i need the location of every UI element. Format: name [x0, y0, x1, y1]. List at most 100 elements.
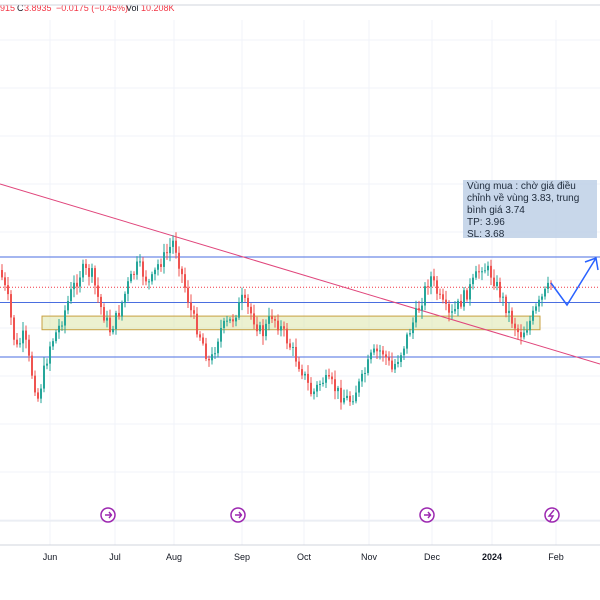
- candle: [409, 328, 411, 337]
- candle-body: [22, 330, 24, 344]
- candle-body: [181, 268, 183, 275]
- candle: [346, 389, 348, 401]
- candle-body: [379, 350, 381, 352]
- trendline[interactable]: [0, 183, 600, 365]
- candle: [163, 243, 165, 274]
- candle-body: [337, 387, 339, 392]
- note-line: SL: 3.68: [467, 229, 505, 238]
- candle-body: [214, 353, 216, 355]
- candle: [190, 294, 192, 318]
- x-tick-label: 2024: [481, 552, 503, 562]
- candle-body: [541, 296, 543, 300]
- candle: [385, 350, 387, 365]
- close-label: C: [17, 3, 24, 13]
- candle: [61, 321, 63, 331]
- dividend-event-icon[interactable]: [544, 507, 560, 523]
- candle: [454, 301, 456, 315]
- candle-body: [511, 310, 513, 324]
- candle-body: [292, 346, 294, 348]
- time-axis[interactable]: Jun Jul Aug Sep Oct Nov Dec 2024 Feb: [0, 548, 600, 570]
- candle: [262, 319, 264, 345]
- projection-path[interactable]: [550, 256, 599, 307]
- candle: [10, 290, 12, 325]
- candle: [523, 326, 525, 340]
- candle-body: [364, 372, 366, 374]
- candle: [457, 298, 459, 317]
- candle-body: [481, 271, 483, 273]
- candle: [169, 238, 171, 262]
- candle: [139, 254, 141, 267]
- candle-body: [226, 320, 228, 322]
- candle-body: [502, 296, 504, 298]
- candle-body: [163, 252, 165, 267]
- candle-body: [151, 274, 153, 282]
- candle: [445, 290, 447, 311]
- candle-body: [106, 317, 108, 321]
- candle: [40, 384, 42, 404]
- candle: [490, 259, 492, 286]
- candle-body: [217, 341, 219, 354]
- candle: [352, 395, 354, 405]
- candle-body: [49, 346, 51, 364]
- candle: [229, 317, 231, 324]
- candle-body: [490, 265, 492, 278]
- volume-label: Vol: [126, 3, 139, 13]
- candle: [331, 372, 333, 385]
- candle: [481, 267, 483, 281]
- candle: [325, 369, 327, 388]
- candle: [94, 265, 96, 295]
- candle-body: [430, 276, 432, 287]
- arrow-event-icon[interactable]: [230, 507, 246, 523]
- candle-body: [166, 252, 168, 254]
- candle-body: [133, 273, 135, 275]
- candle-body: [115, 312, 117, 330]
- candle: [322, 377, 324, 387]
- candle-body: [538, 299, 540, 307]
- trade-note[interactable]: Vùng mua : chờ giá điều chỉnh về vùng 3.…: [463, 180, 597, 238]
- candle-body: [94, 268, 96, 286]
- x-tick-label: Oct: [296, 552, 312, 562]
- candle-body: [97, 285, 99, 297]
- candle: [364, 367, 366, 383]
- candle-body: [43, 365, 45, 389]
- candle-body: [271, 316, 273, 320]
- x-tick-label: Aug: [165, 552, 183, 562]
- candle-body: [433, 276, 435, 281]
- x-tick-label: Jun: [42, 552, 58, 562]
- arrow-event-icon[interactable]: [419, 507, 435, 523]
- candle: [448, 300, 450, 322]
- candle: [544, 286, 546, 300]
- candle: [256, 316, 258, 337]
- level-lines[interactable]: [0, 256, 600, 358]
- candle: [178, 246, 180, 277]
- candle-body: [406, 334, 408, 349]
- candle: [472, 273, 474, 290]
- candle-body: [118, 312, 120, 317]
- arrow-event-icon[interactable]: [100, 507, 116, 523]
- candle: [376, 344, 378, 359]
- volume-value: 10.208K: [141, 3, 175, 13]
- candle-body: [130, 273, 132, 282]
- candle-body: [289, 343, 291, 348]
- candle-body: [376, 348, 378, 352]
- candle: [133, 271, 135, 280]
- candle: [289, 338, 291, 351]
- candle-body: [91, 268, 93, 277]
- candle: [106, 310, 108, 328]
- candle-body: [103, 307, 105, 321]
- candle-body: [127, 281, 129, 294]
- event-markers[interactable]: [100, 507, 560, 523]
- price-chart[interactable]: [0, 0, 600, 548]
- candle-body: [496, 281, 498, 287]
- candle-body: [169, 246, 171, 254]
- candle-body: [397, 361, 399, 364]
- candle: [13, 314, 15, 346]
- candle-body: [199, 334, 201, 338]
- candle-body: [520, 332, 522, 338]
- candle-body: [361, 373, 363, 382]
- event-arrow: [424, 511, 432, 519]
- candle: [109, 309, 111, 336]
- candle-body: [1, 270, 3, 278]
- x-tick-label: Feb: [548, 552, 564, 562]
- candle: [265, 319, 267, 341]
